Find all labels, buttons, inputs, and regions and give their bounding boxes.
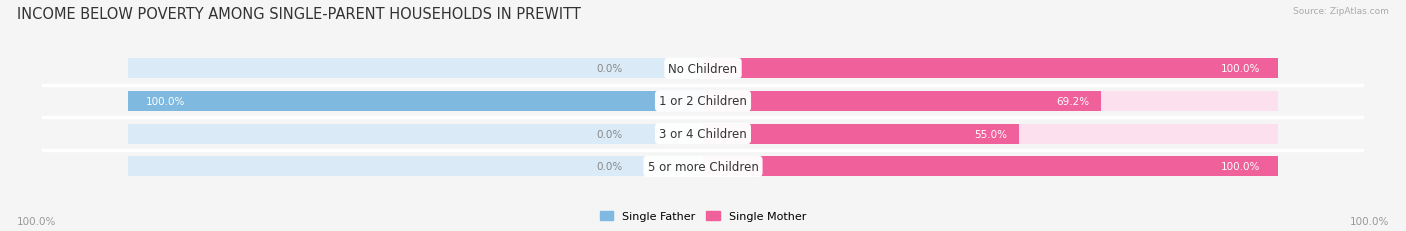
Text: 55.0%: 55.0% bbox=[974, 129, 1008, 139]
Bar bbox=[128, 124, 703, 144]
Bar bbox=[128, 59, 703, 79]
Text: INCOME BELOW POVERTY AMONG SINGLE-PARENT HOUSEHOLDS IN PREWITT: INCOME BELOW POVERTY AMONG SINGLE-PARENT… bbox=[17, 7, 581, 22]
Text: 5 or more Children: 5 or more Children bbox=[648, 160, 758, 173]
Legend: Single Father, Single Mother: Single Father, Single Mother bbox=[596, 206, 810, 225]
Text: 3 or 4 Children: 3 or 4 Children bbox=[659, 128, 747, 140]
Text: 100.0%: 100.0% bbox=[1220, 64, 1260, 74]
Text: 100.0%: 100.0% bbox=[17, 216, 56, 226]
Text: 100.0%: 100.0% bbox=[146, 97, 186, 106]
Text: 1 or 2 Children: 1 or 2 Children bbox=[659, 95, 747, 108]
Bar bbox=[703, 124, 1278, 144]
Text: 100.0%: 100.0% bbox=[1220, 162, 1260, 172]
Bar bbox=[703, 124, 1019, 144]
Text: 0.0%: 0.0% bbox=[596, 64, 623, 74]
Text: 100.0%: 100.0% bbox=[1350, 216, 1389, 226]
Bar bbox=[128, 91, 703, 112]
Bar bbox=[703, 59, 1278, 79]
Bar bbox=[703, 157, 1278, 177]
Bar bbox=[703, 157, 1278, 177]
Bar bbox=[128, 91, 703, 112]
Text: Source: ZipAtlas.com: Source: ZipAtlas.com bbox=[1294, 7, 1389, 16]
Bar bbox=[703, 91, 1101, 112]
Text: 69.2%: 69.2% bbox=[1056, 97, 1090, 106]
Text: 0.0%: 0.0% bbox=[596, 129, 623, 139]
Text: 0.0%: 0.0% bbox=[596, 162, 623, 172]
Bar bbox=[703, 59, 1278, 79]
Text: No Children: No Children bbox=[668, 63, 738, 76]
Bar bbox=[703, 91, 1278, 112]
Bar bbox=[128, 157, 703, 177]
